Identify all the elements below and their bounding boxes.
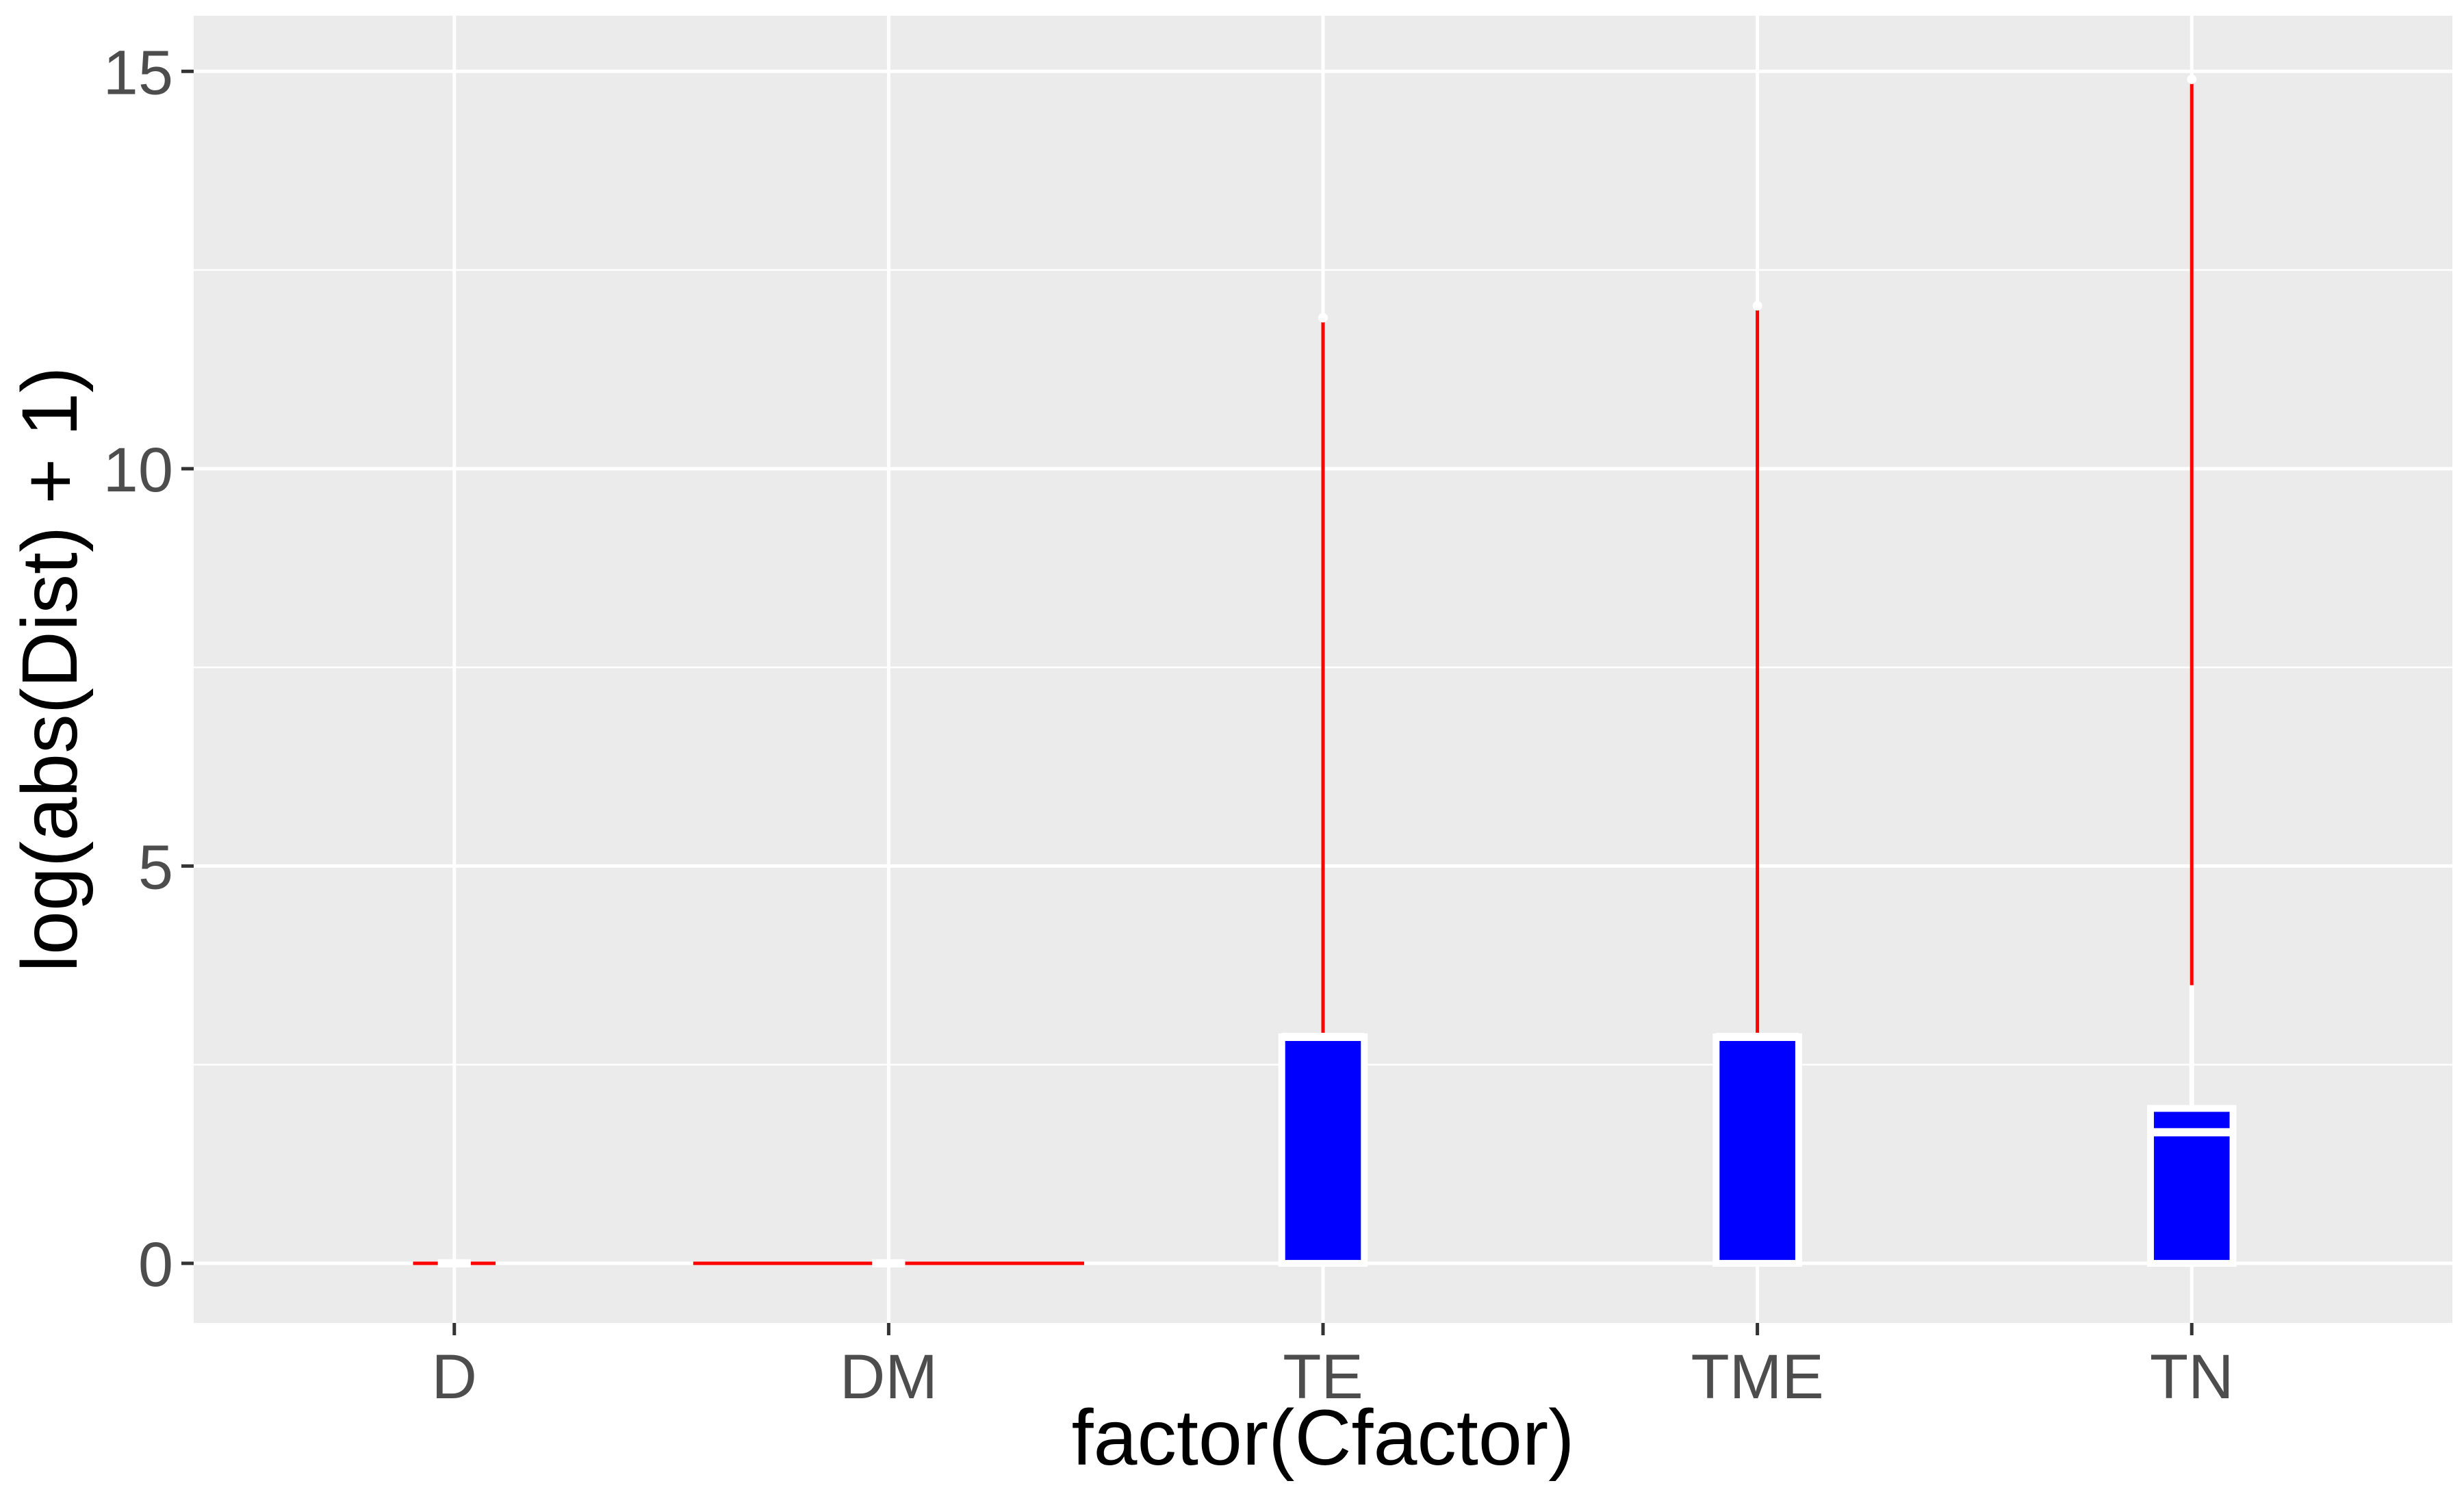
x-tick-label: DM — [840, 1342, 938, 1412]
x-tick-label: TN — [2150, 1342, 2234, 1412]
box-tme — [1712, 300, 1802, 1267]
box-te — [1278, 313, 1368, 1267]
y-tick-label: 0 — [138, 1230, 173, 1300]
y-axis: 0 5 10 15 — [103, 38, 194, 1300]
box-layer — [413, 74, 2237, 1268]
outlier-point — [1318, 313, 1328, 323]
box-tn — [2146, 74, 2237, 1267]
x-axis: D DM TE TME TN — [432, 1323, 2234, 1412]
y-tick-label: 5 — [138, 832, 173, 902]
x-tick-label: TME — [1691, 1342, 1824, 1412]
y-tick-label: 10 — [103, 435, 173, 505]
y-tick-label: 15 — [103, 38, 173, 107]
x-axis-title: factor(Cfactor) — [1072, 1394, 1575, 1482]
outlier-point — [1752, 300, 1762, 311]
box-body — [1712, 1033, 1802, 1267]
box-body — [1278, 1033, 1368, 1267]
y-axis-title: log(abs(Dist) + 1) — [6, 366, 94, 972]
outlier-point — [2187, 74, 2197, 84]
x-tick-label: TE — [1283, 1342, 1363, 1412]
x-tick-label: D — [432, 1342, 477, 1412]
